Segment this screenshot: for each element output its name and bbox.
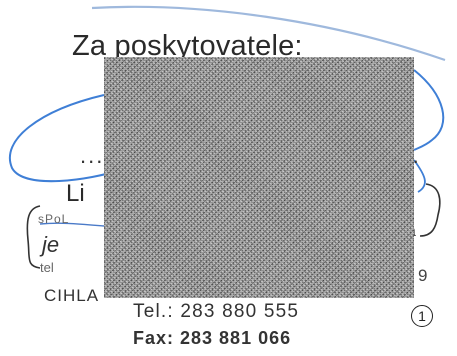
redaction-block [104,57,414,298]
signature-stroke-right-loop [413,69,445,151]
stamp-fax: Fax: 283 881 066 [133,328,292,348]
stamp-city-fragment: CIHLA [44,286,100,305]
signature-stroke-right-tail [413,159,426,193]
signature-stroke-top [91,5,446,62]
provider-heading: Za poskytovatele: [72,30,303,62]
stamp-underline [39,222,105,227]
stamp-bracket-left [26,205,41,269]
stamp-small-fragment: tel [40,260,54,275]
stamp-top-text: sPoL [38,212,70,226]
signatory-name-fragment: Li [66,180,85,207]
signature-stroke-left-loop [9,94,121,183]
stamp-italic-fragment: je [42,232,60,257]
page-number-circle: 1 [411,305,433,327]
text-fragment-right-9: 9 [418,266,428,285]
stamp-bracket-right [419,183,441,237]
stamp-phone: Tel.: 283 880 555 [133,301,300,322]
